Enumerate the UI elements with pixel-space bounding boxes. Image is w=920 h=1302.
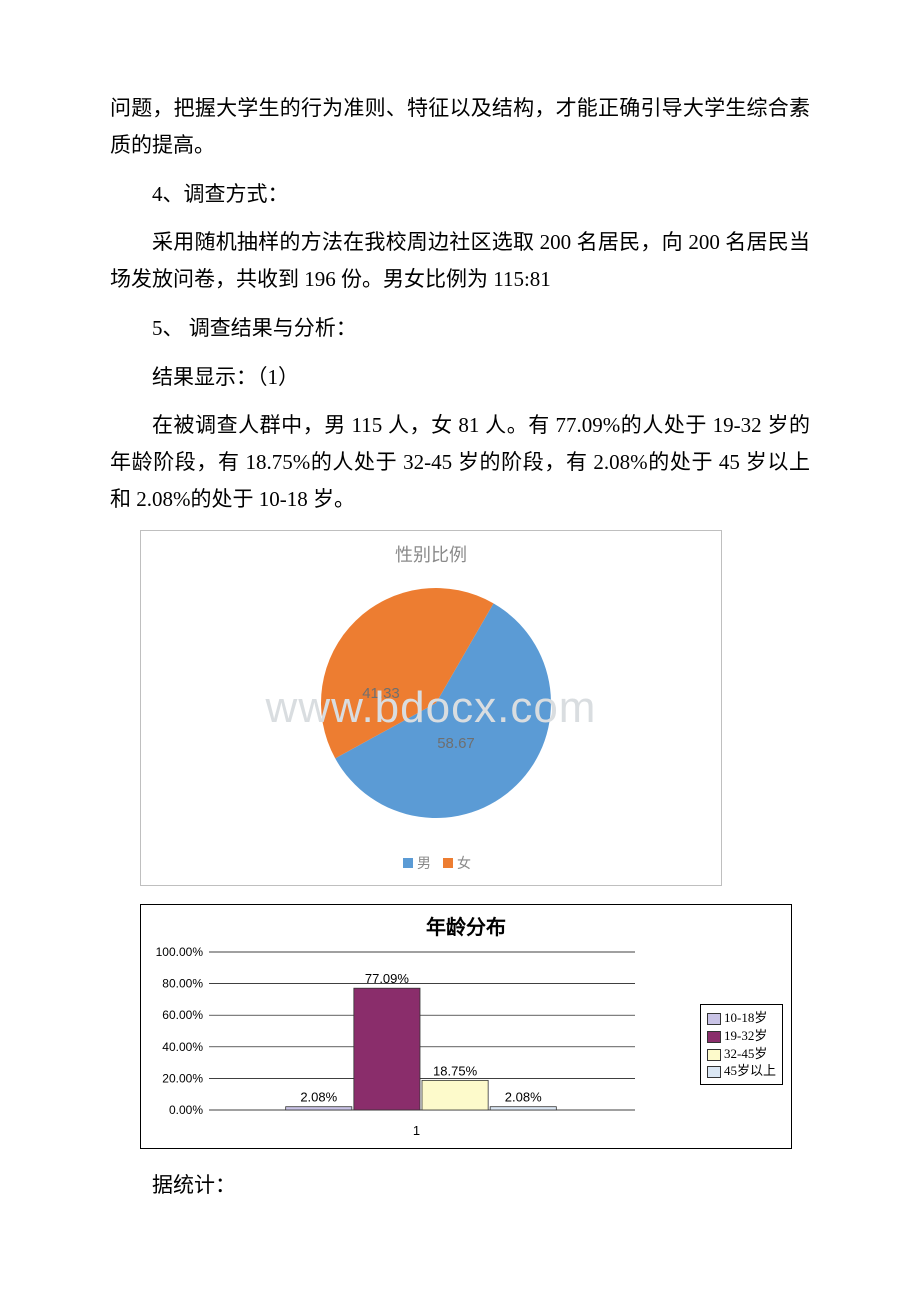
- paragraph-continuation: 问题，把握大学生的行为准则、特征以及结构，才能正确引导大学生综合素质的提高。: [110, 90, 810, 164]
- bar-legend-swatch: [707, 1066, 721, 1078]
- survey-method-paragraph: 采用随机抽样的方法在我校周边社区选取 200 名居民，向 200 名居民当场发放…: [110, 224, 810, 298]
- y-tick-label: 60.00%: [162, 1008, 203, 1022]
- bar-value-label: 77.09%: [365, 971, 410, 986]
- stats-intro: 据统计：: [110, 1167, 810, 1204]
- bar-legend-row: 32-45岁: [707, 1045, 776, 1063]
- bar-32-45岁: [422, 1080, 488, 1110]
- bar-value-label: 2.08%: [300, 1089, 337, 1104]
- pie-chart-title: 性别比例: [141, 531, 721, 573]
- bar-legend-label: 45岁以上: [724, 1063, 776, 1078]
- legend-label-男: 男: [417, 855, 431, 871]
- legend-swatch-男: [403, 858, 413, 868]
- y-tick-label: 0.00%: [169, 1103, 203, 1116]
- pie-svg: 58.67 41.33: [281, 573, 581, 833]
- y-tick-label: 80.00%: [162, 976, 203, 990]
- bar-legend-row: 19-32岁: [707, 1027, 776, 1045]
- bar-legend-swatch: [707, 1031, 721, 1043]
- bar-svg: 0.00% 20.00% 40.00% 60.00% 80.00% 100.00% 2.08…: [145, 946, 645, 1116]
- bar-legend-swatch: [707, 1013, 721, 1025]
- bar-chart-title: 年龄分布: [141, 905, 791, 942]
- bar-45岁以上: [490, 1106, 556, 1109]
- results-intro: 结果显示：（1）: [110, 359, 810, 396]
- y-tick-label: 40.00%: [162, 1039, 203, 1053]
- y-tick-label: 100.00%: [156, 946, 204, 959]
- bar-legend-swatch: [707, 1049, 721, 1061]
- bar-value-label: 2.08%: [505, 1089, 542, 1104]
- bar-x-category: 1: [145, 1121, 688, 1144]
- bar-legend-label: 10-18岁: [724, 1010, 767, 1025]
- demographics-paragraph: 在被调查人群中，男 115 人，女 81 人。有 77.09%的人处于 19-3…: [110, 407, 810, 517]
- bar-legend-label: 19-32岁: [724, 1028, 767, 1043]
- bar-legend: 10-18岁 19-32岁 32-45岁 45岁以上: [700, 1004, 783, 1084]
- age-bar-chart: 年龄分布 0.00% 20.00% 40.00% 60.00% 80.00% 100.00…: [140, 904, 792, 1149]
- bar-19-32岁: [354, 988, 420, 1110]
- gender-pie-chart: 性别比例 www.bdocx.com 58.6741.33 男女: [140, 530, 722, 886]
- section-5-heading: 5、 调查结果与分析：: [110, 310, 810, 347]
- pie-legend: 男女: [141, 843, 721, 885]
- legend-swatch-女: [443, 858, 453, 868]
- bar-legend-row: 10-18岁: [707, 1009, 776, 1027]
- pie-value-label: 41.33: [362, 685, 400, 702]
- pie-value-label: 58.67: [437, 735, 475, 752]
- bar-legend-label: 32-45岁: [724, 1046, 767, 1061]
- section-4-heading: 4、调查方式：: [110, 176, 810, 213]
- bar-legend-row: 45岁以上: [707, 1062, 776, 1080]
- y-tick-label: 20.00%: [162, 1071, 203, 1085]
- bar-10-18岁: [286, 1106, 352, 1109]
- legend-label-女: 女: [457, 855, 471, 871]
- bar-value-label: 18.75%: [433, 1063, 478, 1078]
